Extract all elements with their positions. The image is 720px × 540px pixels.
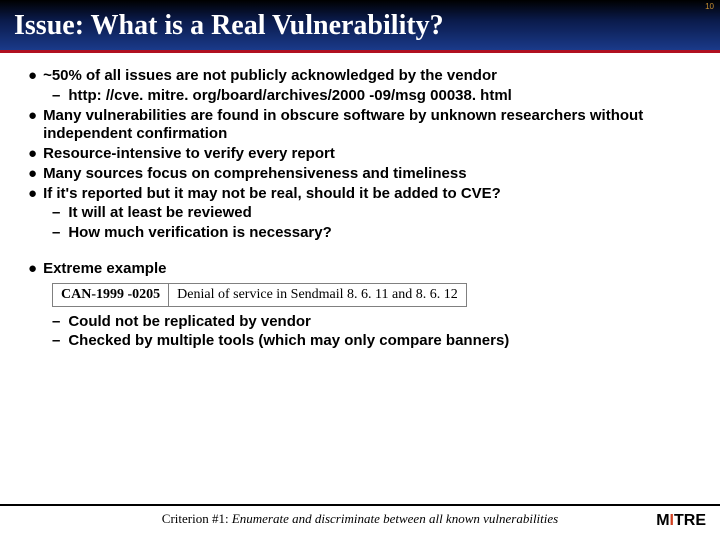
dash-icon: – <box>52 313 60 332</box>
bullet-icon: ● <box>28 165 37 184</box>
bullet-icon: ● <box>28 107 37 145</box>
page-number: 10 <box>705 2 714 11</box>
sub-item: – http: //cve. mitre. org/board/archives… <box>52 87 700 106</box>
bullet-extreme: ● Extreme example <box>28 260 700 279</box>
content-area: ● ~50% of all issues are not publicly ac… <box>0 53 720 356</box>
dash-icon: – <box>52 332 60 351</box>
bullet-icon: ● <box>28 67 37 86</box>
dash-icon: – <box>52 204 60 223</box>
footer: Criterion #1: Enumerate and discriminate… <box>0 504 720 528</box>
bullet-text: Many vulnerabilities are found in obscur… <box>43 107 700 145</box>
can-id-cell: CAN-1999 -0205 <box>53 283 169 306</box>
bullet-text: Many sources focus on comprehensiveness … <box>43 165 466 184</box>
sub-text: It will at least be reviewed <box>68 204 251 223</box>
dash-icon: – <box>52 224 60 243</box>
footer-rest: Enumerate and discriminate between all k… <box>232 511 558 526</box>
bullet-text: Resource-intensive to verify every repor… <box>43 145 335 164</box>
logo-m: M <box>656 512 669 529</box>
table-row: CAN-1999 -0205 Denial of service in Send… <box>53 283 467 306</box>
bullet-text: If it's reported but it may not be real,… <box>43 185 501 204</box>
footer-text: Criterion #1: Enumerate and discriminate… <box>162 511 558 526</box>
sub-item: – Checked by multiple tools (which may o… <box>52 332 700 351</box>
sub-text: Checked by multiple tools (which may onl… <box>68 332 509 351</box>
sub-item: – Could not be replicated by vendor <box>52 313 700 332</box>
example-table-wrap: CAN-1999 -0205 Denial of service in Send… <box>52 283 700 307</box>
footer-label: Criterion #1: <box>162 511 232 526</box>
sub-text: Could not be replicated by vendor <box>68 313 311 332</box>
mitre-logo: MITRE <box>656 512 706 530</box>
title-bar: Issue: What is a Real Vulnerability? <box>0 0 720 53</box>
sub-item: – It will at least be reviewed <box>52 204 700 223</box>
bullet-4: ● Many sources focus on comprehensivenes… <box>28 165 700 184</box>
sub-text: How much verification is necessary? <box>68 224 331 243</box>
example-table: CAN-1999 -0205 Denial of service in Send… <box>52 283 467 307</box>
bullet-icon: ● <box>28 145 37 164</box>
can-desc-cell: Denial of service in Sendmail 8. 6. 11 a… <box>169 283 467 306</box>
bullet-5: ● If it's reported but it may not be rea… <box>28 185 700 204</box>
bullet-3: ● Resource-intensive to verify every rep… <box>28 145 700 164</box>
logo-tre: TRE <box>674 512 706 529</box>
bullet-text: ~50% of all issues are not publicly ackn… <box>43 67 497 86</box>
bullet-1: ● ~50% of all issues are not publicly ac… <box>28 67 700 86</box>
sub-item: – How much verification is necessary? <box>52 224 700 243</box>
sub-text: http: //cve. mitre. org/board/archives/2… <box>68 87 512 106</box>
bullet-icon: ● <box>28 260 37 279</box>
dash-icon: – <box>52 87 60 106</box>
slide-title: Issue: What is a Real Vulnerability? <box>14 10 706 42</box>
bullet-icon: ● <box>28 185 37 204</box>
bullet-2: ● Many vulnerabilities are found in obsc… <box>28 107 700 145</box>
bullet-text: Extreme example <box>43 260 166 279</box>
